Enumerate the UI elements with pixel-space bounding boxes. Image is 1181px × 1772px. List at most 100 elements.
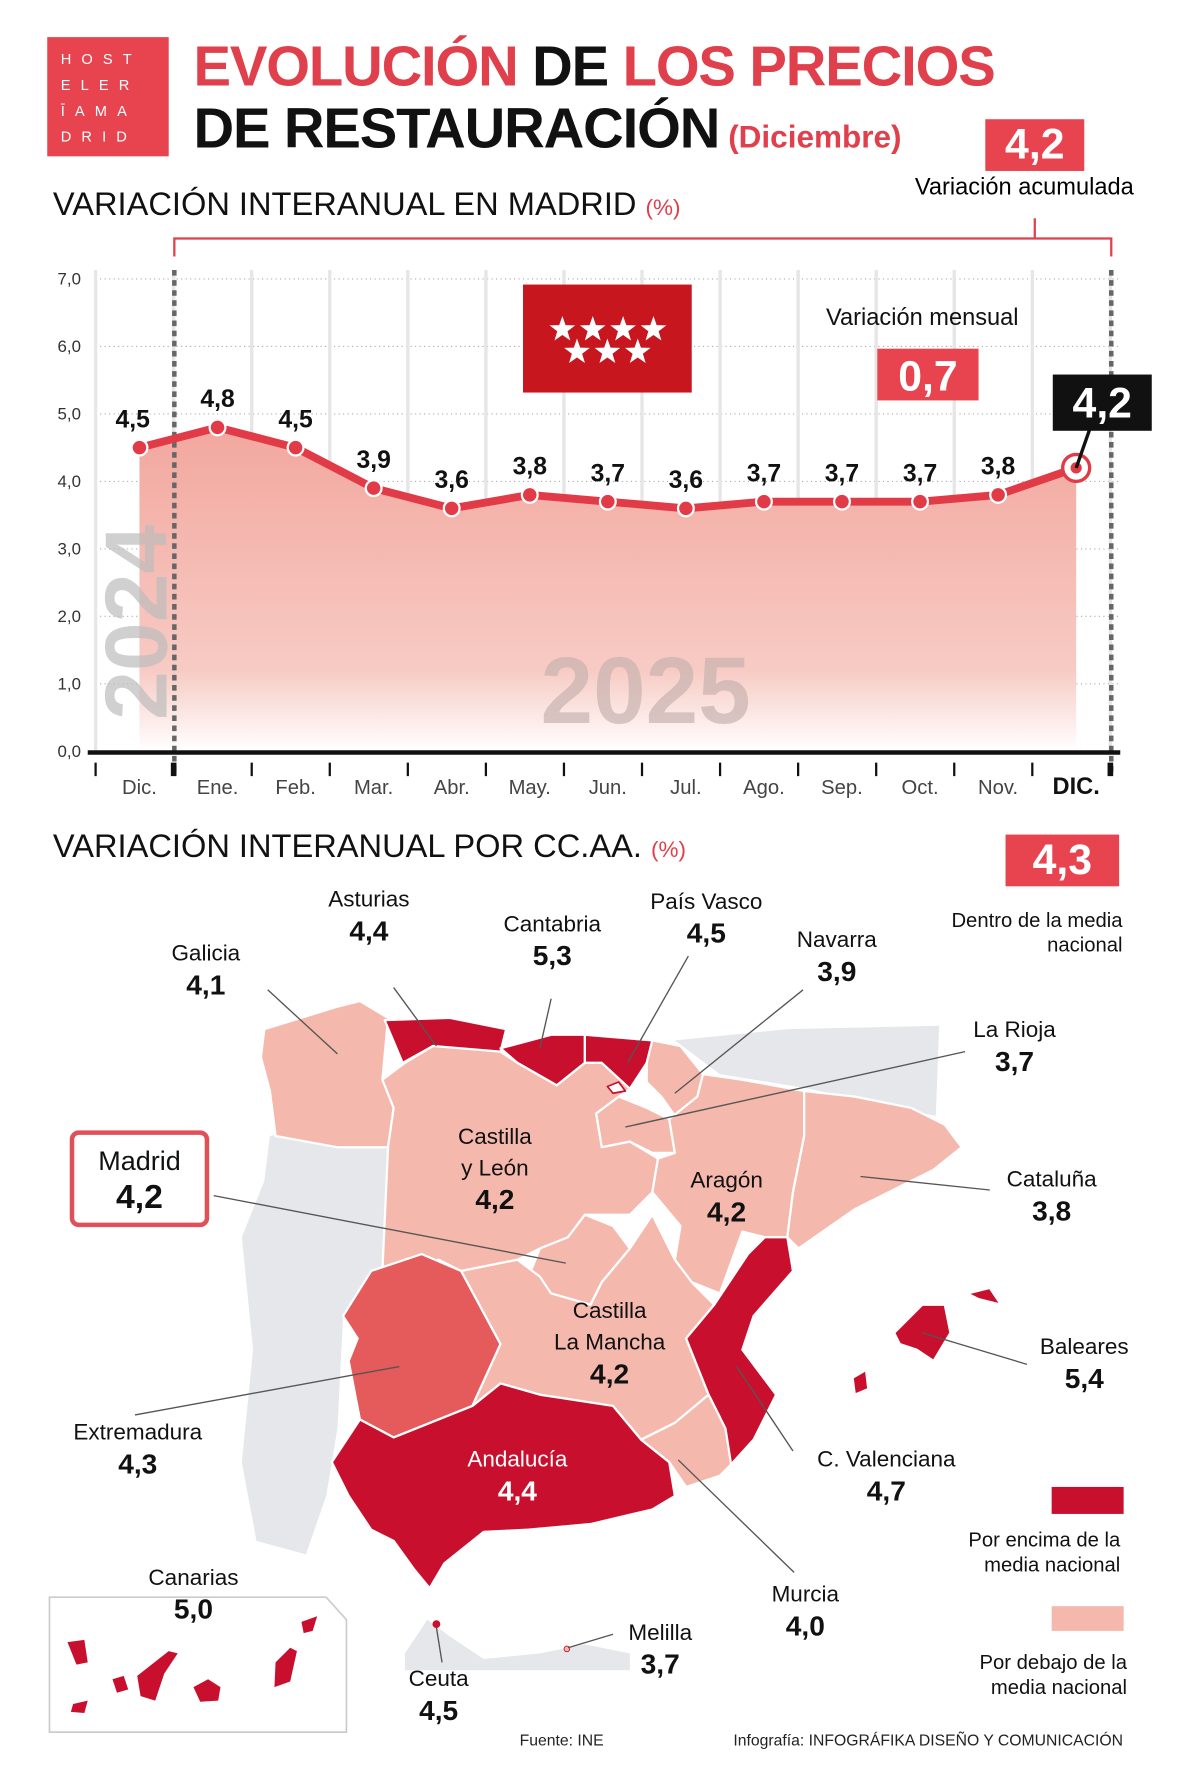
- year-2025-label: 2025: [541, 638, 751, 744]
- region-murcia[interactable]: [639, 1393, 733, 1489]
- madrid-heading: VARIACIÓN INTERANUAL EN MADRID (%): [52, 186, 681, 223]
- data-point: [364, 479, 383, 498]
- data-point: [754, 492, 773, 511]
- x-tick-label: Jul.: [670, 777, 702, 799]
- label-cantabria: Cantabria 5,3: [503, 912, 602, 972]
- region-galicia[interactable]: [259, 999, 395, 1149]
- data-label: 4,5: [116, 406, 151, 433]
- credit-note: Infografía: INFOGRÁFIKA DISEÑO Y COMUNIC…: [733, 1731, 1124, 1750]
- legend-label-below: Por debajo de la media nacional: [979, 1651, 1128, 1699]
- star-icon: [549, 316, 576, 341]
- star-icon: [624, 338, 651, 363]
- y-tick-label: 5,0: [58, 405, 81, 424]
- star-icon: [579, 316, 606, 341]
- trevino-enclave: [606, 1081, 627, 1095]
- x-tick-label: DIC.: [1053, 774, 1100, 800]
- label-extremadura: Extremadura 4,3: [73, 1420, 203, 1481]
- data-point: [520, 485, 539, 504]
- data-label: 4,8: [200, 386, 234, 413]
- data-label: 3,7: [825, 460, 859, 487]
- label-murcia: Murcia 4,0: [771, 1582, 840, 1643]
- label-cataluna: Cataluña 3,8: [1006, 1167, 1097, 1228]
- label-castilla-la-mancha: Castilla La Mancha 4,2: [553, 1299, 666, 1391]
- x-tick-label: Mar.: [354, 777, 393, 799]
- monthly-label: Variación mensual: [826, 305, 1018, 331]
- national-value-box: 4,3: [1005, 834, 1120, 887]
- flag-stars: [549, 316, 667, 363]
- hosteleria-madrid-logo: HOST ELER ĪAMA DRID: [47, 37, 169, 157]
- monthly-value: 0,7: [898, 352, 957, 400]
- x-tick-label: Nov.: [978, 777, 1018, 799]
- label-castilla-y-leon: Castilla y León 4,2: [458, 1124, 532, 1216]
- data-point: [989, 485, 1008, 504]
- label-canarias: Canarias 5,0: [148, 1565, 239, 1626]
- y-tick-label: 0,0: [58, 742, 81, 761]
- y-tick-label: 7,0: [58, 270, 81, 289]
- x-tick-label: Oct.: [901, 777, 938, 799]
- y-tick-label: 3,0: [58, 540, 81, 559]
- label-galicia: Galicia 4,1: [171, 941, 241, 1002]
- data-point: [911, 492, 930, 511]
- star-icon: [564, 338, 590, 363]
- star-icon: [594, 338, 621, 363]
- label-ceuta: Ceuta 4,5: [408, 1666, 469, 1727]
- ccaa-heading: VARIACIÓN INTERANUAL POR CC.AA. (%): [52, 828, 686, 865]
- y-tick-label: 4,0: [58, 472, 81, 491]
- national-label: Dentro de la media nacional: [951, 908, 1123, 957]
- star-icon: [610, 316, 636, 341]
- data-label: 3,8: [513, 454, 547, 481]
- accumulated-bracket: [173, 218, 1113, 257]
- label-baleares: Baleares 5,4: [1039, 1335, 1129, 1395]
- y-tick-label: 6,0: [58, 337, 81, 356]
- region-baleares[interactable]: [851, 1286, 1003, 1396]
- label-navarra: Navarra 3,9: [796, 927, 877, 988]
- region-andalucia[interactable]: [330, 1382, 676, 1590]
- x-tick-label: Abr.: [434, 777, 470, 799]
- data-label: 3,7: [591, 460, 625, 487]
- label-la-rioja: La Rioja 3,7: [973, 1017, 1056, 1078]
- x-tick-label: Ene.: [197, 777, 239, 799]
- label-c-valenciana: C. Valenciana 4,7: [817, 1447, 956, 1508]
- label-madrid: Madrid 4,2: [69, 1130, 210, 1228]
- label-aragon: Aragón 4,2: [690, 1168, 763, 1229]
- data-point: [208, 418, 227, 437]
- data-label: 4,5: [278, 406, 313, 433]
- source-note: Fuente: INE: [519, 1731, 604, 1750]
- data-point: [676, 499, 695, 518]
- region-cataluna[interactable]: [786, 1089, 963, 1250]
- data-label: 3,8: [981, 454, 1015, 481]
- region-ceuta[interactable]: [432, 1620, 441, 1629]
- star-icon: [640, 316, 667, 341]
- leader-lines: [134, 955, 1028, 1663]
- data-label-current: 4,2: [1073, 379, 1132, 427]
- data-point: [130, 438, 149, 457]
- legend-label-above: Por encima de la media nacional: [968, 1528, 1121, 1576]
- title-line-2: DE RESTAURACIÓN (Diciembre): [193, 96, 902, 160]
- data-label: 3,6: [435, 467, 469, 494]
- x-tick-label: Dic.: [122, 777, 157, 799]
- monthly-value-box: [877, 348, 979, 401]
- data-point: [598, 492, 617, 511]
- legend-swatch-above: [1051, 1486, 1124, 1514]
- region-canarias[interactable]: [67, 1616, 318, 1714]
- x-tick-label: Sep.: [821, 777, 863, 799]
- data-label: 3,7: [747, 460, 781, 487]
- data-point: [442, 499, 461, 518]
- y-tick-label: 2,0: [58, 607, 81, 626]
- y-tick-label: 1,0: [58, 674, 81, 693]
- data-point: [832, 492, 851, 511]
- label-pais-vasco: País Vasco 4,5: [650, 889, 763, 950]
- x-tick-label: Feb.: [275, 777, 316, 799]
- data-label: 3,9: [356, 447, 390, 474]
- legend-swatch-below: [1051, 1606, 1124, 1631]
- label-asturias: Asturias 4,4: [328, 887, 410, 948]
- data-label: 3,7: [903, 460, 937, 487]
- x-tick-label: May.: [509, 777, 551, 799]
- year-2024-label: 2024: [87, 524, 185, 719]
- data-point: [286, 438, 305, 457]
- africa-coast-shape: [404, 1619, 630, 1671]
- france-shape: [674, 1025, 940, 1116]
- line-chart: 2024 2025 0,0 1,0 2,0 3,0 4,0 5,0 6,0 7,0 Dic. En…: [58, 218, 1152, 800]
